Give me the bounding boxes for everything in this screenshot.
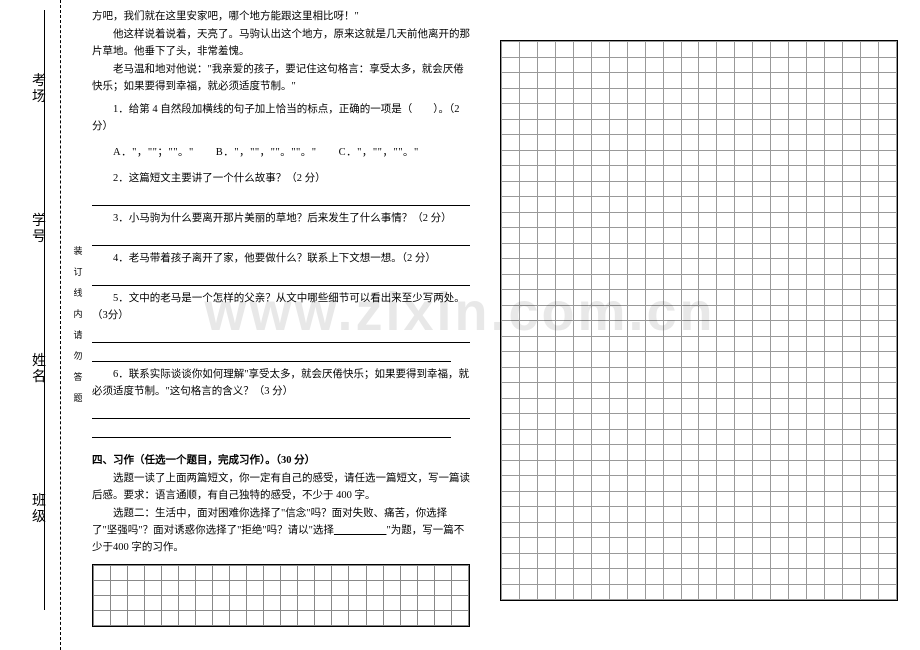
side-dash-line — [60, 0, 61, 650]
option2-blank[interactable] — [334, 525, 387, 536]
answer-blank[interactable] — [92, 347, 451, 362]
answer-blank[interactable] — [92, 191, 470, 206]
label-class: 班级 — [28, 494, 50, 526]
left-writing-grid[interactable] — [92, 564, 470, 627]
binding-char: 勿 — [73, 351, 82, 362]
binding-text-column: 装 订 线 内 请 勿 答 题 — [72, 0, 84, 650]
binding-char: 请 — [73, 330, 82, 341]
left-page-content: 方吧，我们就在这里安家吧，哪个地方能跟这里相比呀！" 他这样说着说着，天亮了。马… — [92, 8, 470, 627]
passage-line: 老马温和地对他说："我亲爱的孩子，要记住这句格言：享受太多，就会厌倦快乐；如果要… — [92, 61, 470, 95]
section-4-title: 四、习作（任选一个题目，完成习作）。（30 分） — [92, 452, 470, 469]
question-3: 3．小马驹为什么要离开那片美丽的草地？后来发生了什么事情？（2 分） — [92, 210, 470, 227]
binding-char: 答 — [73, 372, 82, 383]
answer-blank[interactable] — [92, 271, 470, 286]
binding-char: 线 — [73, 288, 82, 299]
vertical-labels: 考场 学号 姓名 班级 — [28, 0, 50, 640]
right-writing-grid[interactable] — [500, 40, 898, 601]
question-4: 4．老马带着孩子离开了家，他要做什么？联系上下文想一想。（2 分） — [92, 250, 470, 267]
answer-blank[interactable] — [92, 423, 451, 438]
passage-line: 他这样说着说着，天亮了。马驹认出这个地方，原来这就是几天前他离开的那片草地。他垂… — [92, 26, 470, 60]
question-2: 2．这篇短文主要讲了一个什么故事？（2 分） — [92, 170, 470, 187]
answer-blank[interactable] — [92, 231, 470, 246]
answer-blank[interactable] — [92, 328, 470, 343]
binding-char: 订 — [73, 267, 82, 278]
label-examroom: 考场 — [28, 74, 50, 106]
label-name: 姓名 — [28, 354, 50, 386]
binding-char: 题 — [73, 393, 82, 404]
right-page-content — [500, 40, 898, 601]
binding-char: 装 — [73, 246, 82, 257]
question-6: 6．联系实际谈谈你如何理解"享受太多，就会厌倦快乐；如果要得到幸福，就必须适度节… — [92, 366, 470, 400]
question-5: 5．文中的老马是一个怎样的父亲？从文中哪些细节可以看出来至少写两处。（3分） — [92, 290, 470, 324]
binding-char: 内 — [73, 309, 82, 320]
label-studentid: 学号 — [28, 214, 50, 246]
section-4-option2: 选题二：生活中，面对困难你选择了"信念"吗？面对失败、痛苦，你选择了"坚强吗"？… — [92, 505, 470, 556]
question-1-choices: A．"，""；""。" B．"，""，""。""。" C．"，""，""。" — [92, 144, 470, 161]
section-4-option1: 选题一读了上面两篇短文，你一定有自己的感受，请任选一篇短文，写一篇读后感。要求：… — [92, 470, 470, 504]
passage-line: 方吧，我们就在这里安家吧，哪个地方能跟这里相比呀！" — [92, 8, 470, 25]
answer-blank[interactable] — [92, 404, 470, 419]
side-solid-line — [44, 10, 45, 610]
question-1: 1．给第 4 自然段加横线的句子加上恰当的标点，正确的一项是（ ）。（2 分） — [92, 101, 470, 135]
